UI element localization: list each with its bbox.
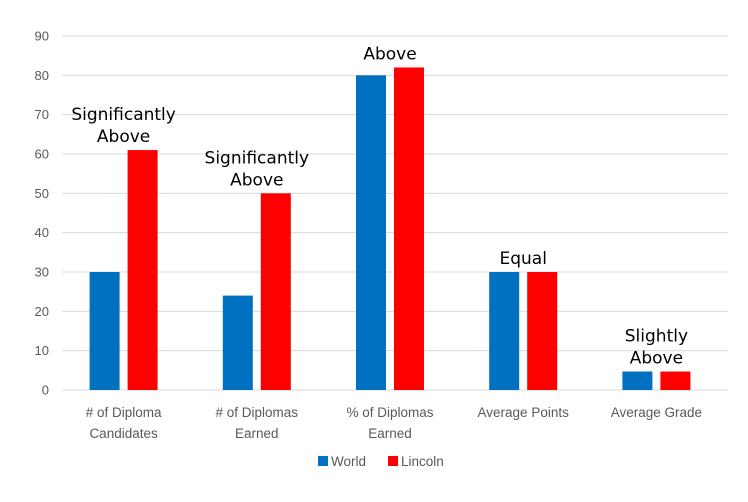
y-tick-label: 0 [42,383,49,398]
annotation-label: Above [230,170,283,190]
x-category-label: % of Diplomas [346,405,433,420]
y-tick-label: 10 [35,343,49,358]
legend-label-lincoln: Lincoln [401,454,444,469]
annotation-label: Slightly [625,327,688,347]
bar-lincoln [127,150,158,390]
x-axis: # of Diploma Candidates # of Diplomas Earne… [86,405,702,441]
bar-world [489,272,520,390]
x-category-label: Average Points [478,405,570,420]
y-tick-label: 80 [35,68,49,83]
bar-lincoln [260,193,291,390]
bar-world [222,295,253,390]
bar-world [356,75,386,390]
annotation-label: Above [630,349,683,369]
y-tick-label: 30 [35,265,49,280]
annotation-label: Above [97,127,150,147]
y-tick-label: 60 [35,147,49,162]
bar-world [89,272,120,390]
annotation-label: Equal [499,249,546,269]
y-tick-label: 40 [35,225,49,240]
legend-label-world: World [331,454,366,469]
legend-swatch-world [318,456,328,466]
x-category-label: # of Diploma [86,405,162,420]
y-tick-label: 20 [35,304,49,319]
legend-swatch-lincoln [388,456,398,466]
x-category-label: Candidates [89,426,158,441]
y-tick-label: 70 [35,107,49,122]
annotations: SignificantlyAboveSignificantlyAboveAbov… [71,44,688,368]
x-category-label: Average Grade [611,405,702,420]
x-category-label: Earned [235,426,279,441]
y-tick-label: 90 [35,29,49,44]
y-tick-label: 50 [35,186,49,201]
legend: World Lincoln [318,454,444,469]
annotation-label: Significantly [71,105,176,125]
x-category-label: Earned [368,426,412,441]
x-category-label: # of Diplomas [216,405,299,420]
annotation-label: Above [363,44,416,64]
bars [89,67,691,390]
y-axis: 0 10 20 30 40 50 60 70 80 90 [35,29,49,398]
bar-lincoln [660,371,691,390]
bar-lincoln [394,67,424,390]
annotation-label: Significantly [205,148,310,168]
bar-world [622,371,653,390]
bar-lincoln [527,272,558,390]
